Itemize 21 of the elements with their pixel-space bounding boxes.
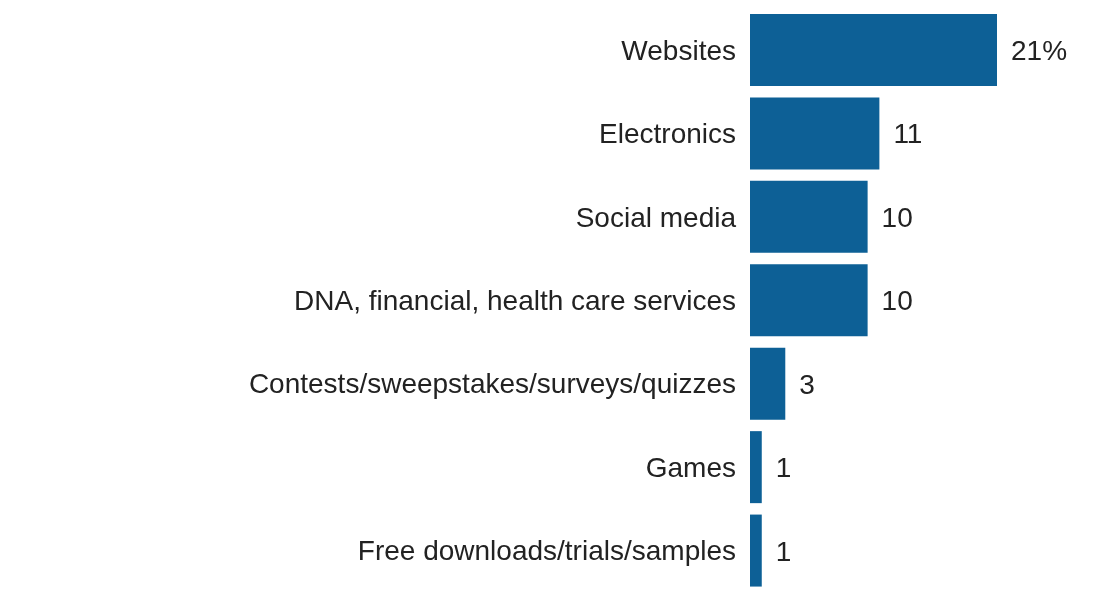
y-tick-label: Free downloads/trials/samples: [357, 535, 736, 567]
bar: [750, 347, 786, 420]
y-tick-label: Social media: [575, 201, 737, 233]
y-tick-label: DNA, financial, health care services: [294, 284, 736, 316]
data-label: 3: [799, 368, 815, 400]
data-label: 11: [893, 118, 923, 150]
bar: [750, 514, 762, 587]
bar: [750, 14, 997, 86]
data-label: 10: [881, 201, 913, 233]
data-label: 1: [775, 452, 792, 484]
bar: [750, 180, 868, 253]
bar: [750, 431, 762, 504]
data-label: 21%: [1011, 34, 1068, 66]
bar: [750, 264, 868, 337]
y-tick-label: Contests/sweepstakes/surveys/quizzes: [248, 368, 736, 400]
data-label: 1: [775, 535, 792, 567]
y-tick-label: Websites: [621, 34, 736, 66]
bar: [750, 97, 880, 170]
data-label: 10: [881, 285, 913, 317]
y-tick-label: Electronics: [599, 118, 736, 150]
y-tick-label: Games: [645, 451, 736, 483]
